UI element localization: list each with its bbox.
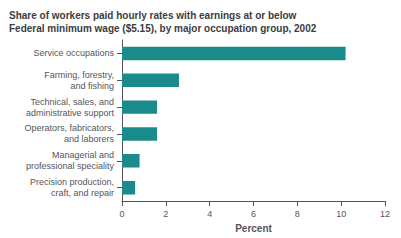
svg-text:2: 2 bbox=[163, 209, 168, 219]
svg-text:Federal minimum wage ($5.15),: Federal minimum wage ($5.15), by major o… bbox=[9, 23, 317, 34]
svg-text:Managerial and: Managerial and bbox=[52, 150, 114, 160]
svg-text:Percent: Percent bbox=[235, 223, 272, 234]
svg-text:professional speciality: professional speciality bbox=[26, 161, 115, 171]
svg-text:and fishing: and fishing bbox=[70, 81, 114, 91]
svg-text:4: 4 bbox=[207, 209, 212, 219]
svg-text:Farming, forestry,: Farming, forestry, bbox=[44, 70, 114, 80]
svg-text:Technical, sales, and: Technical, sales, and bbox=[30, 97, 114, 107]
svg-text:12: 12 bbox=[380, 209, 390, 219]
svg-text:Share of workers paid hourly r: Share of workers paid hourly rates with … bbox=[9, 10, 297, 21]
svg-text:8: 8 bbox=[295, 209, 300, 219]
svg-text:10: 10 bbox=[336, 209, 346, 219]
svg-text:Precision production,: Precision production, bbox=[30, 177, 114, 187]
svg-text:and laborers: and laborers bbox=[64, 134, 115, 144]
svg-text:craft, and repair: craft, and repair bbox=[51, 188, 114, 198]
svg-text:Service occupations: Service occupations bbox=[33, 48, 114, 58]
svg-text:0: 0 bbox=[119, 209, 124, 219]
svg-text:6: 6 bbox=[251, 209, 256, 219]
svg-text:administrative support: administrative support bbox=[26, 108, 115, 118]
svg-text:Operators, fabricators,: Operators, fabricators, bbox=[24, 123, 114, 133]
